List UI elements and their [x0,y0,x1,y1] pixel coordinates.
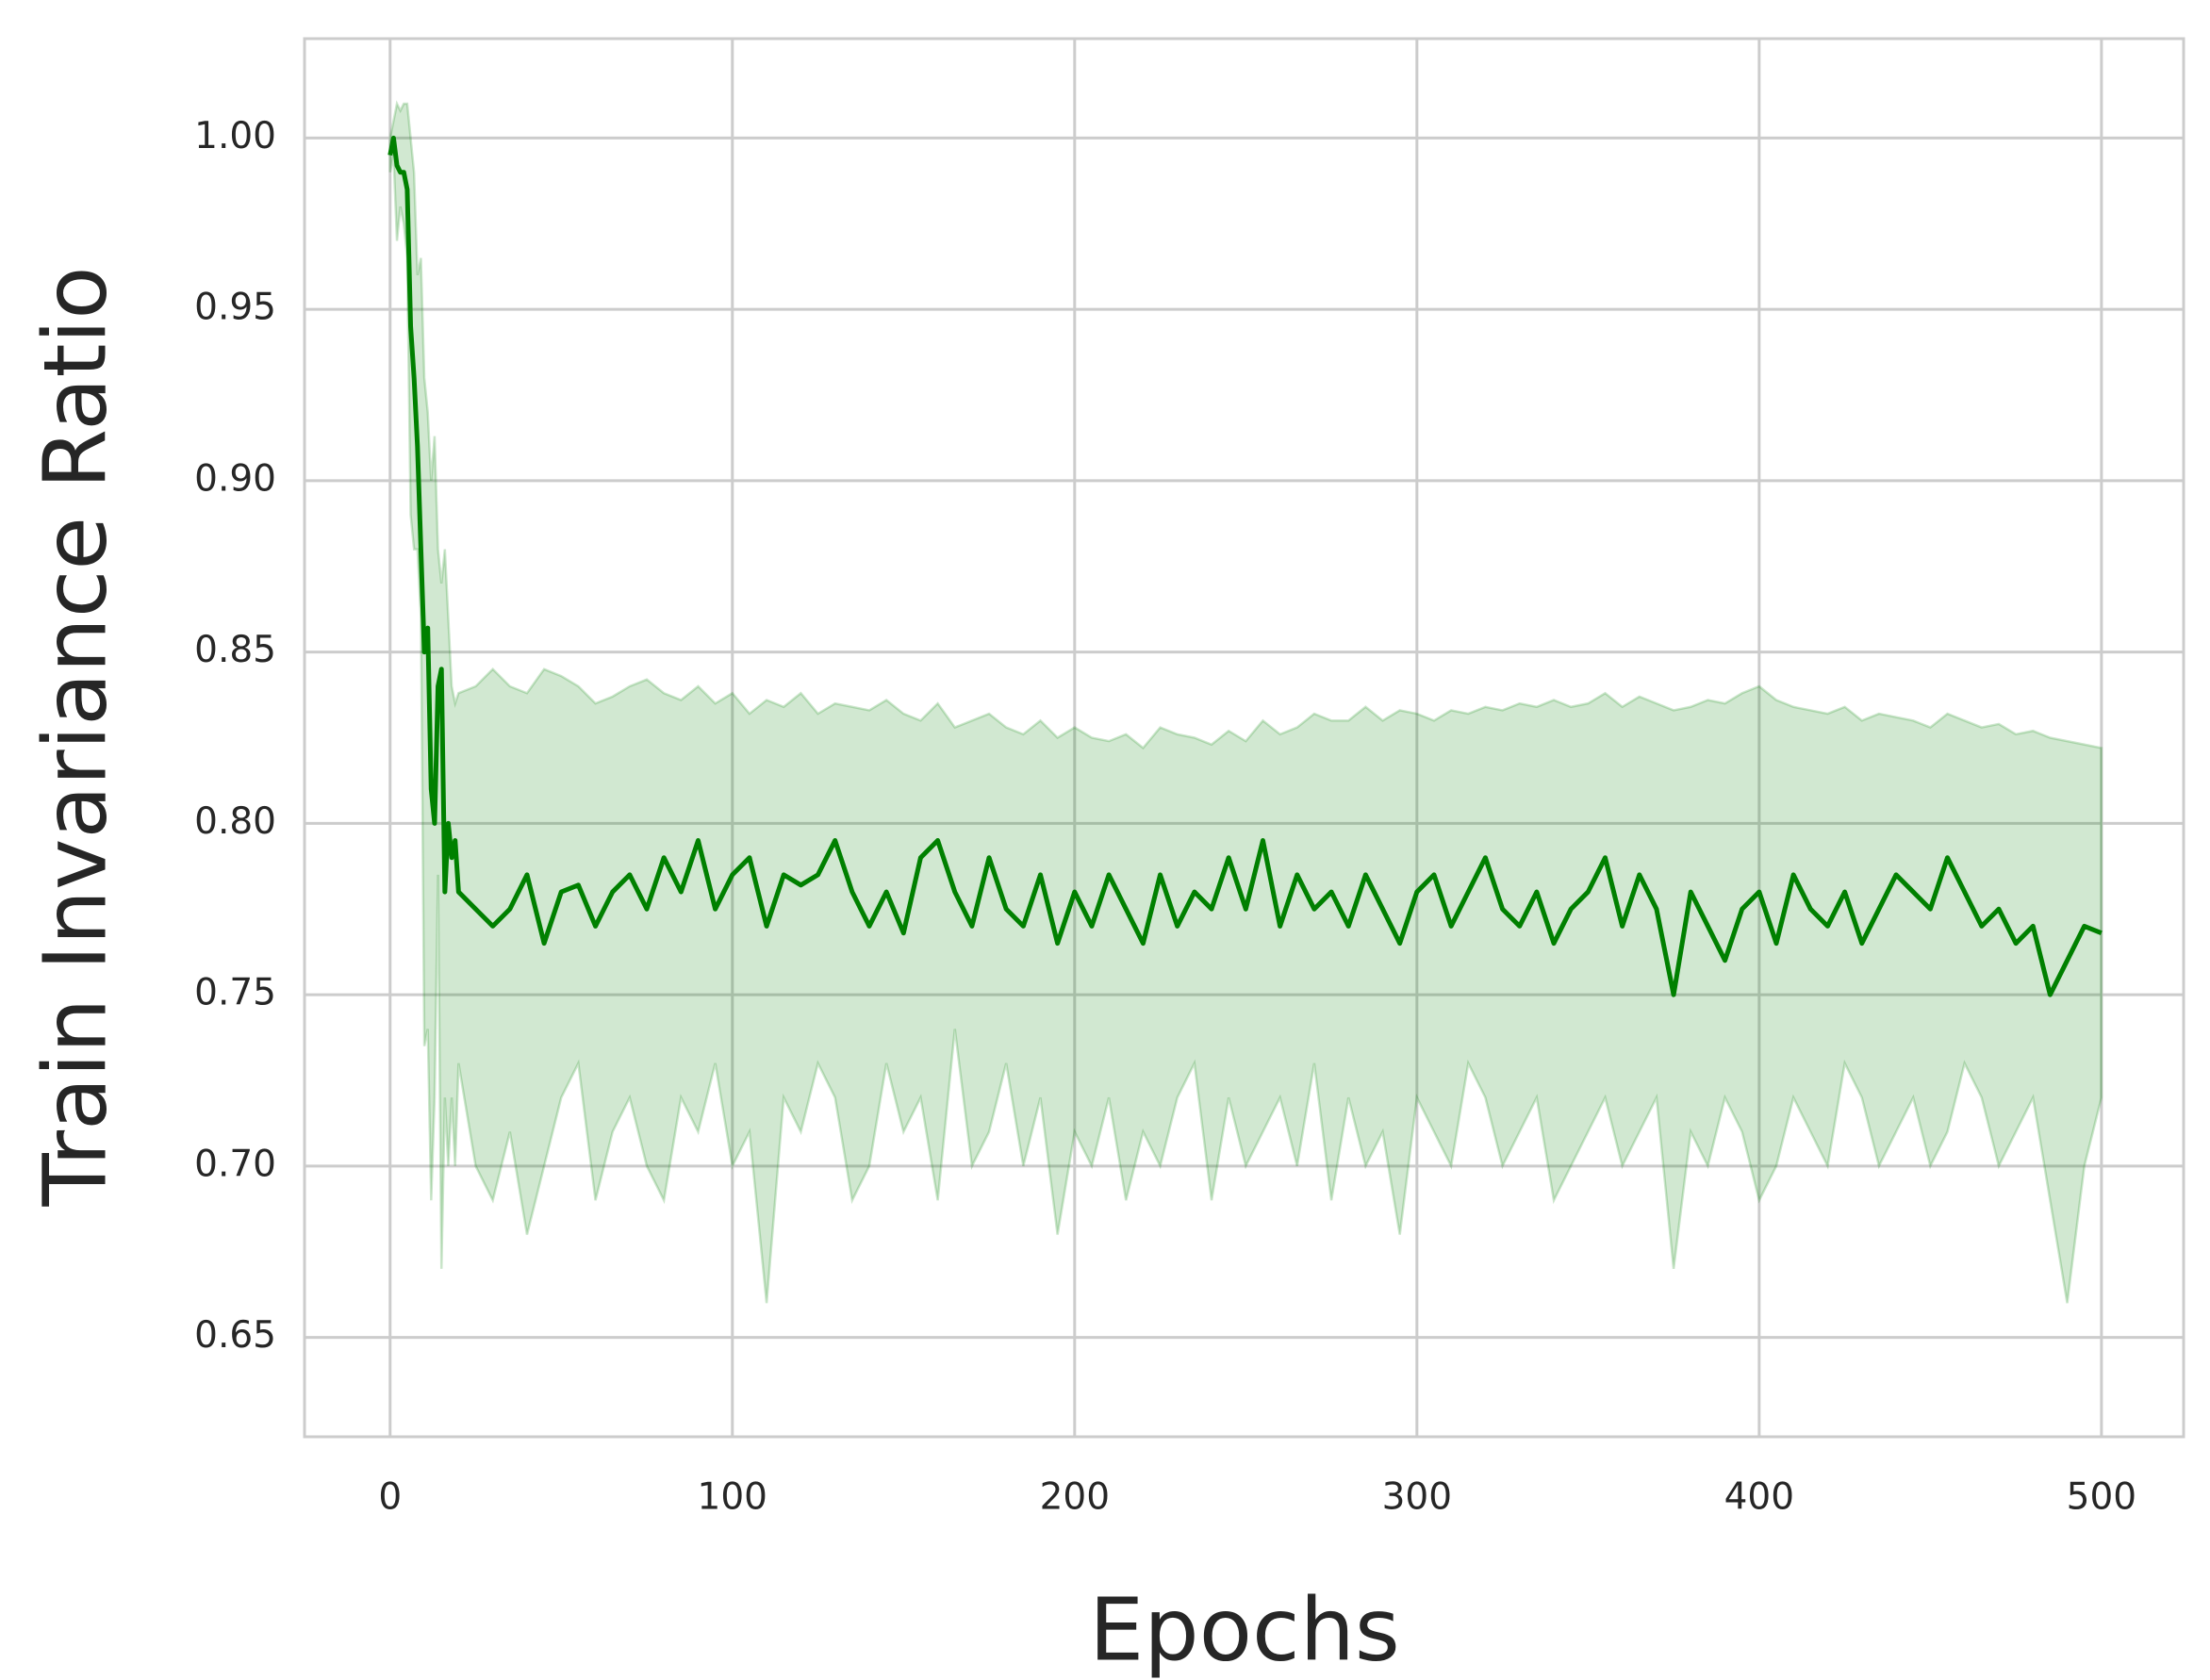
y-tick-label: 0.80 [194,800,276,843]
y-tick-label: 0.70 [194,1143,276,1185]
confidence-band [388,100,2103,1304]
x-tick-label: 300 [1382,1476,1452,1519]
x-axis-label: Epochs [1089,1579,1400,1680]
x-tick-label: 0 [378,1476,402,1519]
y-tick-label: 0.65 [194,1314,276,1357]
x-tick-label: 400 [1724,1476,1794,1519]
y-axis-label: Train Invariance Ratio [25,267,125,1208]
y-tick-label: 0.90 [194,457,276,500]
x-tick-label: 500 [2067,1476,2136,1519]
x-tick-label: 100 [698,1476,767,1519]
plot-frame [303,37,2185,1439]
y-tick-label: 0.75 [194,972,276,1014]
y-tick-label: 0.95 [194,287,276,329]
line [388,135,2103,997]
y-tick-label: 0.85 [194,629,276,671]
y-tick-label: 1.00 [194,115,276,157]
x-tick-label: 200 [1040,1476,1110,1519]
